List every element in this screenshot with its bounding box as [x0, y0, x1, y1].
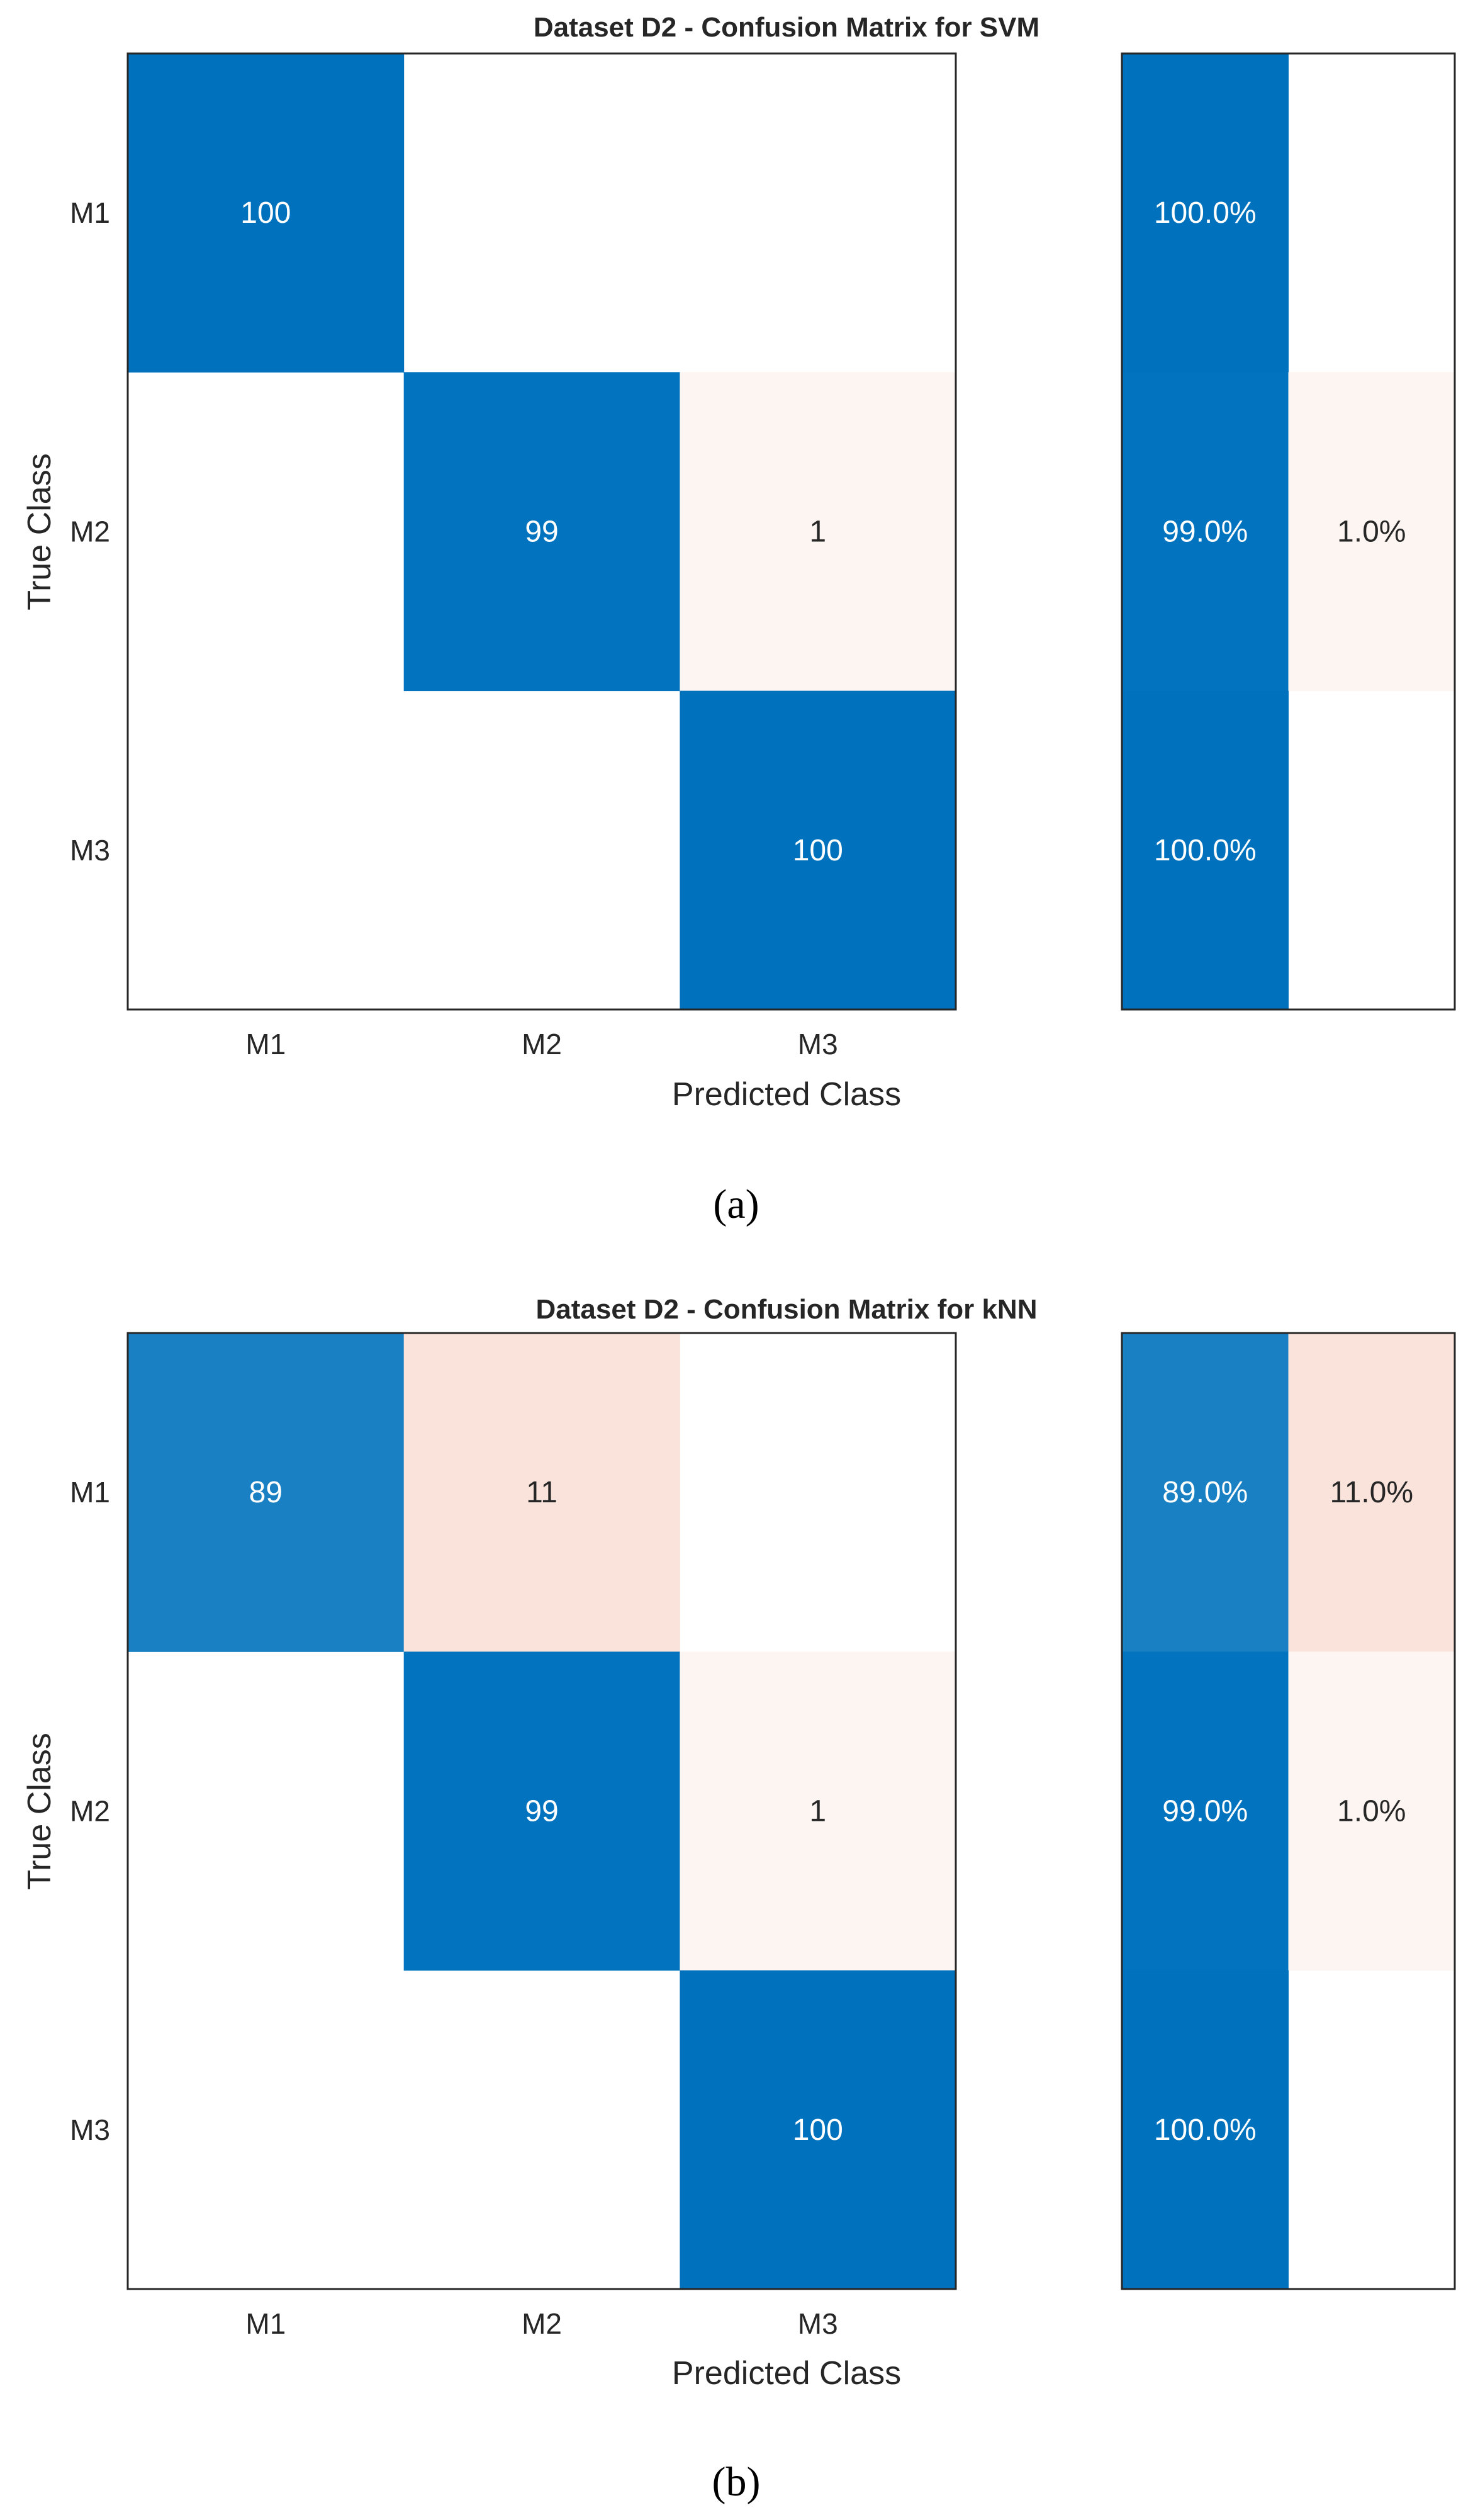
matrix-cell-value: 100 [793, 2113, 843, 2147]
row-summary-frame [1121, 1332, 1456, 2290]
matrix-cell [680, 372, 956, 692]
matrix-cell [680, 1970, 956, 2290]
x-tick-label: M3 [798, 1028, 838, 1060]
row-summary-value: 1.0% [1337, 1794, 1406, 1828]
x-tick-labels: M1 M2 M3 [245, 2307, 837, 2340]
x-tick-label: M1 [245, 2307, 286, 2340]
matrix-cell-value: 100 [793, 834, 843, 867]
row-summary-correct-cell [1122, 372, 1289, 692]
row-summary-value: 99.0% [1162, 515, 1248, 548]
matrix-cell [128, 1333, 405, 1652]
x-axis-label: Predicted Class [672, 2355, 901, 2392]
matrix-cells: 100 99 1 100 [128, 53, 956, 1010]
row-summary-frame [1121, 52, 1456, 1011]
matrix-cell [403, 372, 680, 692]
row-summary-incorrect-cell [1288, 1651, 1455, 1971]
matrix-cell [680, 1651, 956, 1971]
matrix-cell [128, 53, 405, 373]
matrix-cell-value: 1 [809, 515, 826, 548]
row-summary-correct-cell [1122, 1970, 1289, 2290]
y-tick-label: M2 [70, 515, 110, 548]
chart-title: Dataset D2 - Confusion Matrix for kNN [536, 1294, 1038, 1325]
chart-title: Dataset D2 - Confusion Matrix for SVM [534, 12, 1039, 43]
caption-b: (b) [712, 2459, 761, 2505]
row-summary-value: 100.0% [1154, 196, 1257, 230]
matrix-cell-value: 1 [809, 1794, 826, 1828]
matrix-cell [403, 1333, 680, 1652]
y-axis-label: True Class [21, 453, 58, 610]
row-summary-correct-cell [1122, 1333, 1289, 1652]
x-axis-label: Predicted Class [672, 1076, 901, 1113]
caption-a: (a) [713, 1181, 759, 1227]
y-tick-label: M3 [70, 2113, 110, 2146]
y-tick-label: M2 [70, 1794, 110, 1827]
row-summary-incorrect-cell [1288, 372, 1455, 692]
matrix-cell-value: 89 [249, 1476, 283, 1509]
matrix-frame [126, 1332, 957, 2290]
confusion-matrix-panel-b: Dataset D2 - Confusion Matrix for kNN 89… [21, 1294, 1456, 2505]
row-summary-value: 11.0% [1330, 1476, 1413, 1509]
matrix-cell [680, 690, 956, 1010]
confusion-matrix-panel-a: Dataset D2 - Confusion Matrix for SVM 10… [21, 12, 1456, 1227]
x-tick-label: M3 [798, 2307, 838, 2340]
y-tick-labels: M1 M2 M3 [70, 196, 110, 867]
matrix-cell-value: 99 [525, 1794, 558, 1828]
x-tick-label: M2 [522, 1028, 562, 1060]
row-summary-value: 100.0% [1154, 2113, 1257, 2147]
x-tick-label: M1 [245, 1028, 286, 1060]
y-tick-label: M1 [70, 196, 110, 229]
row-summary-value: 1.0% [1337, 515, 1406, 548]
row-summary-cells: 100.0% 99.0% 1.0% 100.0% [1122, 53, 1455, 1010]
matrix-cell-value: 99 [525, 515, 558, 548]
matrix-cell [403, 1651, 680, 1971]
y-tick-label: M1 [70, 1476, 110, 1509]
matrix-frame [126, 52, 957, 1011]
x-tick-labels: M1 M2 M3 [245, 1028, 837, 1060]
row-summary-value: 99.0% [1162, 1794, 1248, 1828]
matrix-cell-value: 11 [526, 1476, 557, 1509]
y-tick-label: M3 [70, 834, 110, 867]
row-summary-value: 89.0% [1162, 1476, 1248, 1509]
y-axis-label: True Class [21, 1733, 58, 1889]
row-summary-correct-cell [1122, 1651, 1289, 1971]
row-summary-value: 100.0% [1154, 834, 1257, 867]
row-summary-cells: 89.0% 11.0% 99.0% 1.0% 100.0% [1122, 1333, 1455, 2290]
matrix-cells: 89 11 99 1 100 [128, 1333, 956, 2290]
y-tick-labels: M1 M2 M3 [70, 1476, 110, 2146]
row-summary-incorrect-cell [1288, 1333, 1455, 1652]
row-summary-correct-cell [1122, 53, 1289, 373]
matrix-cell-value: 100 [240, 196, 291, 230]
x-tick-label: M2 [522, 2307, 562, 2340]
row-summary-correct-cell [1122, 690, 1289, 1010]
